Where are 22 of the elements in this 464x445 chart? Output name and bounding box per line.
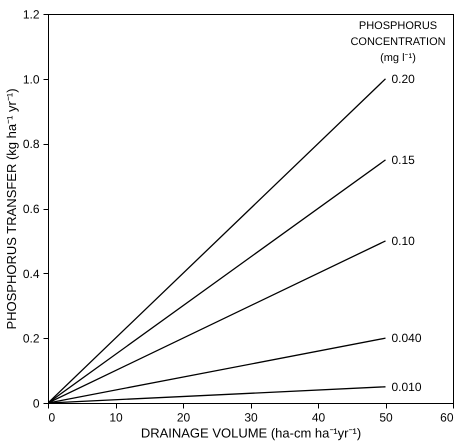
x-tick-label: 20: [176, 410, 190, 424]
x-axis-title: DRAINAGE VOLUME (ha-cm ha⁻¹yr⁻¹): [140, 426, 362, 440]
series-label: 0.20: [392, 72, 416, 86]
x-tick-label: 40: [312, 410, 326, 424]
series-label: 0.15: [392, 152, 416, 167]
x-tick-label: 50: [379, 410, 393, 424]
x-tick-label: 10: [109, 410, 123, 424]
y-tick-label: 1.0: [22, 72, 40, 86]
y-tick-label: 0.6: [22, 202, 40, 216]
y-axis-title: PHOSPHORUS TRANSFER (kg ha⁻¹ yr⁻¹): [4, 88, 19, 330]
series-label: 0.010: [392, 380, 422, 394]
series-label: 0.10: [392, 234, 416, 248]
y-tick-label: 0: [32, 396, 40, 410]
legend-title: PHOSPHORUS CONCENTRATION (mg l⁻¹): [350, 20, 446, 64]
x-tick-label: 0: [48, 410, 56, 424]
x-tick-label: 30: [244, 410, 258, 424]
series-label: 0.040: [392, 331, 422, 346]
y-tick-label: 0.8: [22, 137, 40, 152]
y-tick-label: 0.2: [22, 332, 40, 346]
y-tick-label: 0.4: [22, 266, 40, 281]
y-tick-label: 1.2: [22, 8, 40, 22]
x-tick-label: 60: [440, 410, 454, 424]
